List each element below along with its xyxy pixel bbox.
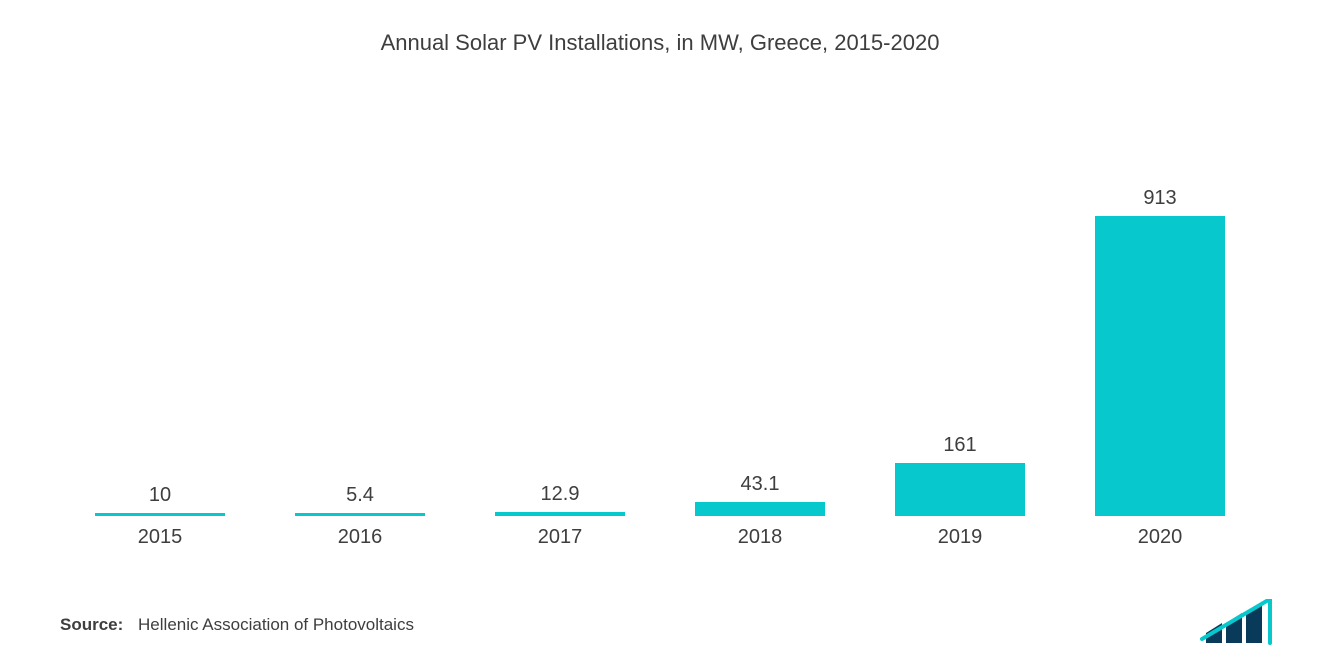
value-label: 12.9 [541,483,580,506]
x-axis: 201520162017201820192020 [60,526,1260,549]
source-label: Source: [60,615,123,634]
x-axis-label: 2016 [260,526,460,549]
value-label: 43.1 [741,473,780,496]
bar-slot: 913 [1060,76,1260,516]
value-label: 161 [943,434,976,457]
bar-slot: 161 [860,76,1060,516]
bars-row: 10 5.4 12.9 43.1 161 913 [60,76,1260,516]
value-label: 5.4 [346,484,374,507]
value-label: 10 [149,484,171,507]
bar-slot: 10 [60,76,260,516]
bar [95,513,225,516]
chart-title: Annual Solar PV Installations, in MW, Gr… [60,30,1260,56]
bar-slot: 12.9 [460,76,660,516]
x-axis-label: 2019 [860,526,1060,549]
x-axis-label: 2017 [460,526,660,549]
brand-logo [1200,599,1280,647]
source-line: Source: Hellenic Association of Photovol… [60,615,414,635]
plot-area: 10 5.4 12.9 43.1 161 913 [60,76,1260,516]
bar-slot: 5.4 [260,76,460,516]
bar [295,513,425,516]
source-text: Hellenic Association of Photovoltaics [138,615,414,634]
bar [495,512,625,516]
x-axis-label: 2015 [60,526,260,549]
chart-container: Annual Solar PV Installations, in MW, Gr… [0,0,1320,665]
x-axis-label: 2020 [1060,526,1260,549]
bar [895,463,1025,516]
value-label: 913 [1143,187,1176,210]
x-axis-label: 2018 [660,526,860,549]
bar-slot: 43.1 [660,76,860,516]
bar [695,502,825,516]
bar [1095,216,1225,516]
